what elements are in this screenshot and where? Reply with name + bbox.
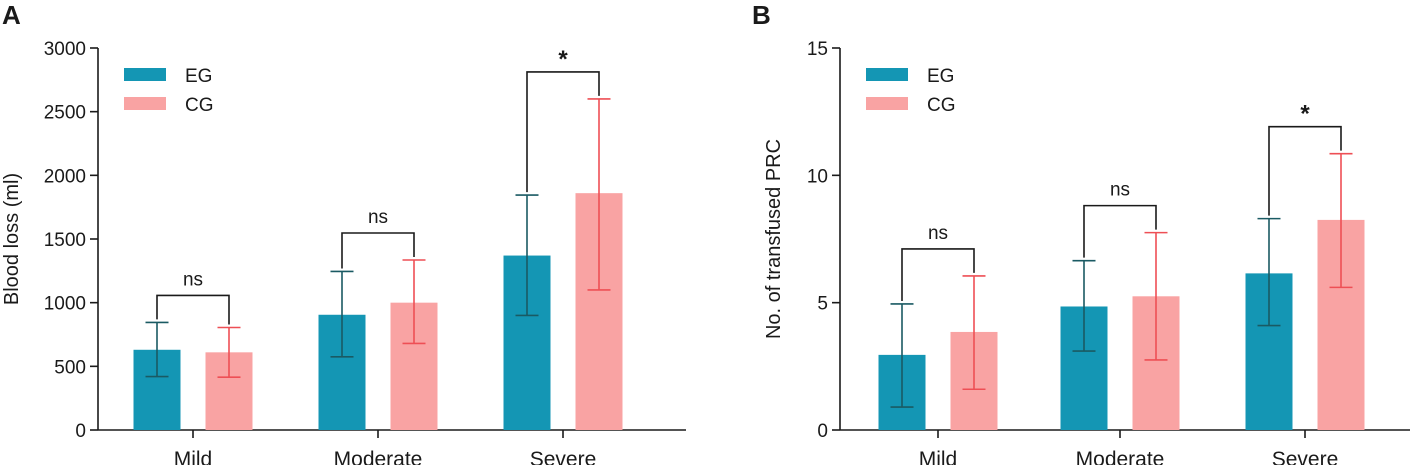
significance-label: *	[1300, 101, 1310, 128]
legend-swatch-eg	[124, 68, 166, 81]
y-tick-label: 2000	[44, 166, 86, 187]
y-tick-label: 0	[75, 421, 86, 442]
significance-label: ns	[1110, 180, 1130, 201]
x-tick-label: Severe	[530, 448, 597, 465]
chart-panel-a: A Blood loss (ml) 0 500 1000 1500 2000 2500 3000…	[1, 0, 686, 465]
x-tick-label: Moderate	[1076, 448, 1165, 465]
x-tick-label: Severe	[1272, 448, 1339, 465]
x-tick-label: Mild	[919, 448, 958, 465]
panel-letter: A	[2, 0, 21, 30]
significance-bracket	[901, 248, 975, 301]
legend-label-eg: EG	[927, 66, 954, 87]
chart-panel-b: B No. of transfused PRC 0 5 10 15 Mild ns Modera…	[752, 0, 1410, 465]
legend-label-cg: CG	[185, 95, 214, 116]
significance-label: ns	[928, 223, 948, 244]
significance-bracket	[1083, 204, 1157, 258]
significance-label: ns	[368, 207, 388, 228]
legend-swatch-cg	[124, 97, 166, 110]
significance-label: *	[558, 46, 568, 73]
significance-bracket	[341, 232, 415, 269]
y-tick-label: 500	[54, 357, 86, 378]
significance-bracket	[156, 294, 230, 325]
y-tick-label: 5	[817, 294, 828, 315]
y-tick-label: 1500	[44, 230, 86, 251]
y-tick-label: 0	[817, 421, 828, 442]
legend-label-cg: CG	[927, 95, 956, 116]
legend-label-eg: EG	[185, 66, 212, 87]
y-tick-label: 1000	[44, 294, 86, 315]
y-tick-label: 2500	[44, 103, 86, 124]
significance-bracket	[1268, 125, 1342, 216]
y-tick-label: 3000	[44, 39, 86, 60]
y-tick-label: 10	[807, 166, 828, 187]
panel-letter: B	[752, 0, 771, 30]
significance-label: ns	[183, 269, 203, 290]
legend-swatch-cg	[866, 97, 908, 110]
y-axis-label: Blood loss (ml)	[1, 173, 23, 305]
x-tick-label: Mild	[174, 448, 213, 465]
legend-swatch-eg	[866, 68, 908, 81]
y-axis-label: No. of transfused PRC	[763, 139, 785, 339]
x-tick-label: Moderate	[334, 448, 423, 465]
y-tick-label: 15	[807, 39, 828, 60]
significance-bracket	[526, 71, 600, 193]
